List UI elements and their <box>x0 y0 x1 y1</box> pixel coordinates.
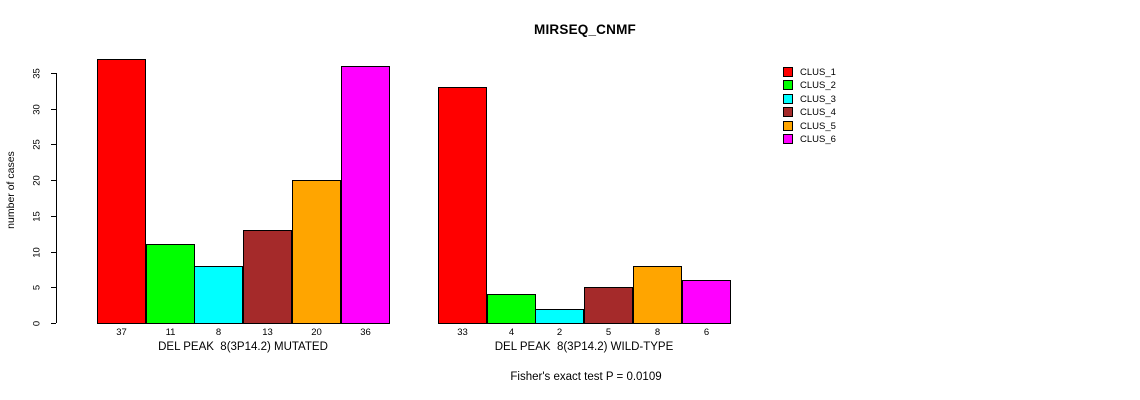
bar-value-label: 4 <box>508 327 515 338</box>
legend-label: CLUS_2 <box>800 80 836 91</box>
y-tick <box>51 180 56 181</box>
bar-value-label: 11 <box>165 327 176 338</box>
y-tick-label: 35 <box>31 68 43 79</box>
bar-clus_6-mutated <box>341 66 390 324</box>
bar-clus_3-mutated <box>194 266 243 324</box>
chart-title: MIRSEQ_CNMF <box>534 22 636 37</box>
y-axis-label: number of cases <box>5 151 17 229</box>
legend-swatch-icon <box>783 134 793 144</box>
group-label-wild-type: DEL PEAK 8(3P14.2) WILD-TYPE <box>494 341 674 353</box>
legend-swatch-icon <box>783 94 793 104</box>
legend-label: CLUS_6 <box>800 134 836 145</box>
legend-label: CLUS_3 <box>800 94 836 105</box>
y-tick <box>51 73 56 74</box>
bar-clus_1-mutated <box>97 59 146 324</box>
y-tick <box>51 252 56 253</box>
bar-clus_5-mutated <box>292 180 341 324</box>
bar-value-label: 6 <box>703 327 710 338</box>
y-tick <box>51 287 56 288</box>
bar-clus_4-mutated <box>243 230 292 324</box>
legend-label: CLUS_4 <box>800 107 836 118</box>
y-tick-label: 10 <box>31 247 43 258</box>
bar-value-label: 8 <box>215 327 222 338</box>
bar-clus_3-wild-type <box>535 309 584 324</box>
bar-value-label: 20 <box>311 327 322 338</box>
bar-value-label: 8 <box>654 327 661 338</box>
bar-clus_2-mutated <box>146 244 195 324</box>
bar-value-label: 2 <box>556 327 563 338</box>
legend-swatch-icon <box>783 121 793 131</box>
y-tick <box>51 323 56 324</box>
y-tick-label: 5 <box>31 284 43 291</box>
bar-clus_2-wild-type <box>487 294 536 324</box>
y-tick-label: 25 <box>31 139 43 150</box>
legend-swatch-icon <box>783 80 793 90</box>
y-tick <box>51 109 56 110</box>
legend-label: CLUS_5 <box>800 121 836 132</box>
bar-value-label: 33 <box>457 327 468 338</box>
group-label-mutated: DEL PEAK 8(3P14.2) MUTATED <box>158 341 328 353</box>
y-tick-label: 30 <box>31 104 43 115</box>
bar-clus_5-wild-type <box>633 266 682 324</box>
bar-value-label: 5 <box>605 327 612 338</box>
bar-clus_4-wild-type <box>584 287 633 324</box>
bar-value-label: 36 <box>360 327 371 338</box>
y-tick <box>51 144 56 145</box>
y-axis-line <box>56 73 57 323</box>
y-tick <box>51 216 56 217</box>
legend-swatch-icon <box>783 107 793 117</box>
y-tick-label: 0 <box>31 320 43 327</box>
legend-swatch-icon <box>783 67 793 77</box>
y-tick-label: 20 <box>31 175 43 186</box>
bar-clus_1-wild-type <box>438 87 487 324</box>
fisher-test-annotation: Fisher's exact test P = 0.0109 <box>510 371 662 383</box>
bar-value-label: 37 <box>116 327 127 338</box>
bar-clus_6-wild-type <box>682 280 731 324</box>
legend-label: CLUS_1 <box>800 67 836 78</box>
bar-value-label: 13 <box>262 327 273 338</box>
y-tick-label: 15 <box>31 211 43 222</box>
